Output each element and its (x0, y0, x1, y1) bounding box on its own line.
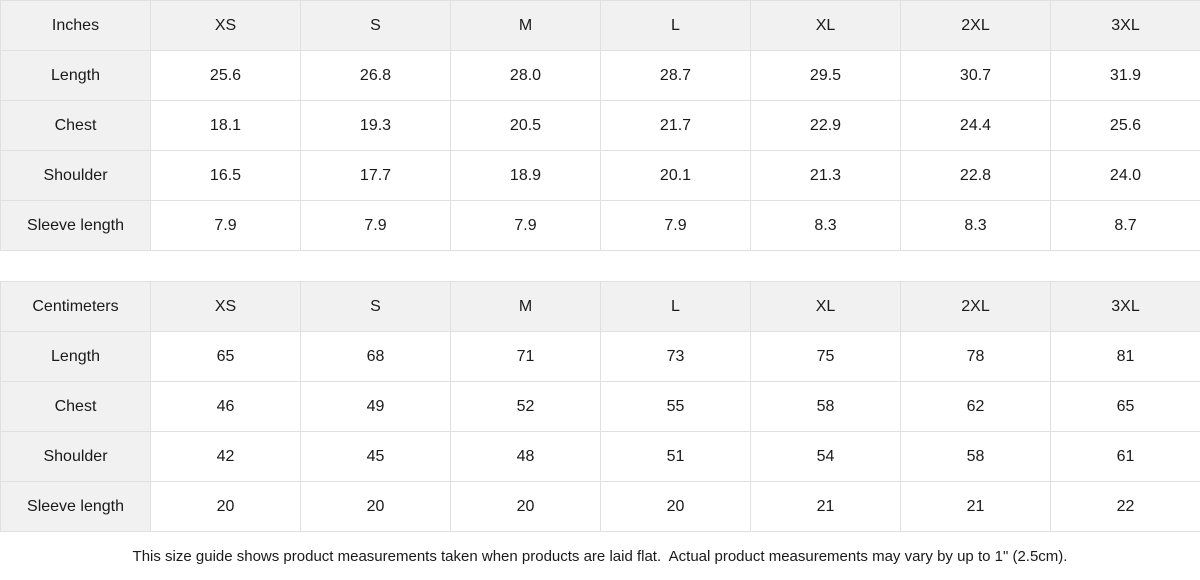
measurement-value: 20 (450, 481, 601, 532)
measurement-value: 25.6 (1050, 100, 1200, 151)
table-row: Shoulder 16.5 17.7 18.9 20.1 21.3 22.8 24.0 (0, 150, 1200, 201)
measurement-row-label: Shoulder (0, 150, 151, 201)
measurement-value: 45 (300, 431, 451, 482)
measurement-value: 24.0 (1050, 150, 1200, 201)
measurement-value: 8.7 (1050, 200, 1200, 251)
table-row: Shoulder 42 45 48 51 54 58 61 (0, 431, 1200, 482)
measurement-value: 18.9 (450, 150, 601, 201)
measurement-value: 20.5 (450, 100, 601, 151)
unit-label-inches: Inches (0, 0, 151, 51)
size-table-inches: Inches XS S M L XL 2XL 3XL Length 25.6 26.8 28.0 28.… (0, 0, 1200, 251)
measurement-value: 65 (150, 331, 301, 382)
table-row: Chest 46 49 52 55 58 62 65 (0, 381, 1200, 432)
size-table-centimeters: Centimeters XS S M L XL 2XL 3XL Length 65 68 71 73 75… (0, 281, 1200, 532)
table-row: Sleeve length 7.9 7.9 7.9 7.9 8.3 8.3 8.7 (0, 200, 1200, 251)
measurement-value: 31.9 (1050, 50, 1200, 101)
table-row: Length 25.6 26.8 28.0 28.7 29.5 30.7 31.9 (0, 50, 1200, 101)
size-column-header: M (450, 281, 601, 332)
size-column-header: XL (750, 281, 901, 332)
measurement-row-label: Sleeve length (0, 200, 151, 251)
measurement-value: 54 (750, 431, 901, 482)
measurement-value: 30.7 (900, 50, 1051, 101)
measurement-value: 26.8 (300, 50, 451, 101)
size-column-header: S (300, 0, 451, 51)
measurement-value: 51 (600, 431, 751, 482)
header-row-inches: Inches XS S M L XL 2XL 3XL (0, 0, 1200, 51)
measurement-value: 20 (600, 481, 751, 532)
measurement-value: 58 (900, 431, 1051, 482)
measurement-value: 73 (600, 331, 751, 382)
measurement-value: 55 (600, 381, 751, 432)
measurement-value: 65 (1050, 381, 1200, 432)
measurement-value: 7.9 (600, 200, 751, 251)
measurement-value: 17.7 (300, 150, 451, 201)
measurement-value: 42 (150, 431, 301, 482)
measurement-value: 20 (300, 481, 451, 532)
measurement-value: 25.6 (150, 50, 301, 101)
measurement-row-label: Chest (0, 381, 151, 432)
measurement-value: 22.9 (750, 100, 901, 151)
measurement-value: 18.1 (150, 100, 301, 151)
table-row: Chest 18.1 19.3 20.5 21.7 22.9 24.4 25.6 (0, 100, 1200, 151)
table-row: Length 65 68 71 73 75 78 81 (0, 331, 1200, 382)
header-row-centimeters: Centimeters XS S M L XL 2XL 3XL (0, 281, 1200, 332)
measurement-value: 21 (900, 481, 1051, 532)
measurement-value: 7.9 (300, 200, 451, 251)
measurement-value: 8.3 (900, 200, 1051, 251)
size-column-header: L (600, 281, 751, 332)
size-column-header: 2XL (900, 0, 1051, 51)
measurement-value: 7.9 (150, 200, 301, 251)
size-column-header: 2XL (900, 281, 1051, 332)
measurement-row-label: Length (0, 331, 151, 382)
measurement-value: 71 (450, 331, 601, 382)
size-column-header: XS (150, 281, 301, 332)
measurement-value: 52 (450, 381, 601, 432)
size-column-header: 3XL (1050, 0, 1200, 51)
measurement-row-label: Length (0, 50, 151, 101)
measurement-value: 49 (300, 381, 451, 432)
measurement-value: 62 (900, 381, 1051, 432)
measurement-value: 21.7 (600, 100, 751, 151)
measurement-value: 75 (750, 331, 901, 382)
measurement-value: 78 (900, 331, 1051, 382)
size-column-header: M (450, 0, 601, 51)
measurement-value: 20 (150, 481, 301, 532)
measurement-value: 19.3 (300, 100, 451, 151)
measurement-value: 81 (1050, 331, 1200, 382)
measurement-value: 16.5 (150, 150, 301, 201)
measurement-value: 48 (450, 431, 601, 482)
measurement-value: 24.4 (900, 100, 1051, 151)
measurement-value: 28.0 (450, 50, 601, 101)
measurement-value: 22 (1050, 481, 1200, 532)
measurement-value: 22.8 (900, 150, 1051, 201)
table-row: Sleeve length 20 20 20 20 21 21 22 (0, 481, 1200, 532)
measurement-value: 61 (1050, 431, 1200, 482)
measurement-row-label: Shoulder (0, 431, 151, 482)
measurement-value: 58 (750, 381, 901, 432)
measurement-value: 29.5 (750, 50, 901, 101)
measurement-value: 8.3 (750, 200, 901, 251)
size-tables-container: Inches XS S M L XL 2XL 3XL Length 25.6 26.8 28.0 28.… (0, 0, 1200, 532)
measurement-value: 68 (300, 331, 451, 382)
measurement-value: 20.1 (600, 150, 751, 201)
measurement-value: 46 (150, 381, 301, 432)
measurement-value: 28.7 (600, 50, 751, 101)
size-column-header: XS (150, 0, 301, 51)
size-column-header: 3XL (1050, 281, 1200, 332)
size-column-header: L (600, 0, 751, 51)
measurement-value: 21.3 (750, 150, 901, 201)
size-guide-footnote: This size guide shows product measuremen… (0, 532, 1200, 580)
unit-label-centimeters: Centimeters (0, 281, 151, 332)
measurement-row-label: Chest (0, 100, 151, 151)
measurement-value: 7.9 (450, 200, 601, 251)
measurement-value: 21 (750, 481, 901, 532)
size-column-header: XL (750, 0, 901, 51)
measurement-row-label: Sleeve length (0, 481, 151, 532)
size-column-header: S (300, 281, 451, 332)
